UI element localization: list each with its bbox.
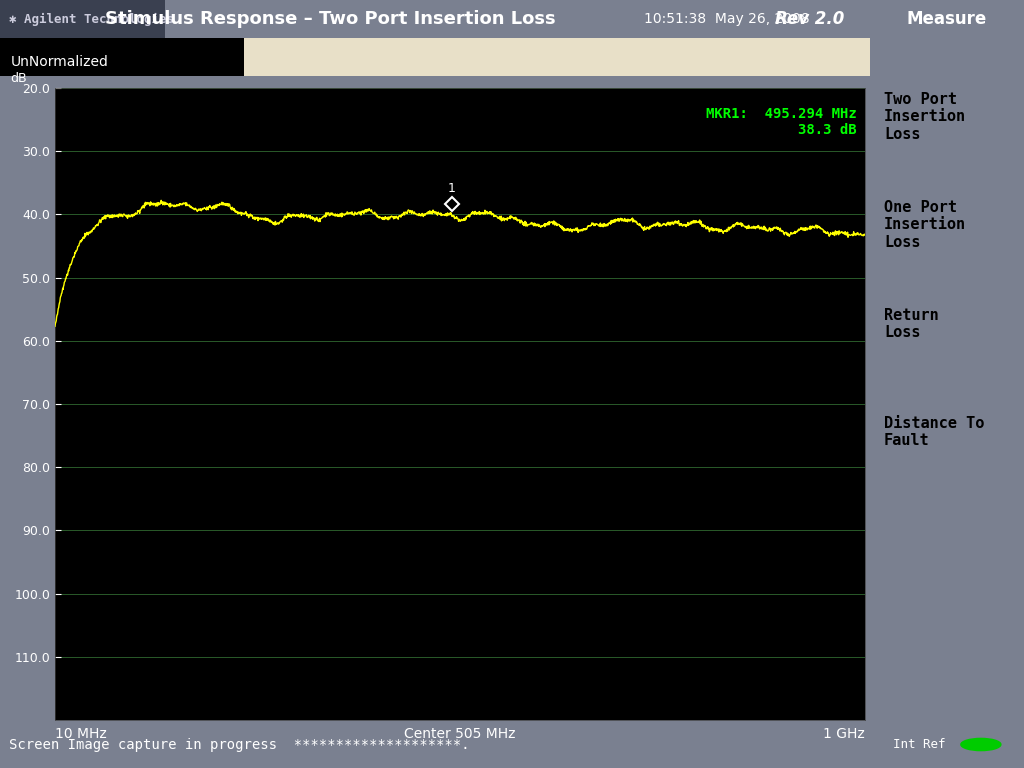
- Circle shape: [961, 738, 1000, 750]
- Text: Stimulus Response – Two Port Insertion Loss: Stimulus Response – Two Port Insertion L…: [105, 10, 556, 28]
- Bar: [0, 38, 244, 76]
- Bar: [244, 38, 870, 76]
- Text: 1 GHz: 1 GHz: [823, 727, 865, 741]
- Text: Return
Loss: Return Loss: [884, 308, 939, 340]
- Text: ✱ Agilent Technologies: ✱ Agilent Technologies: [8, 12, 174, 25]
- Bar: [0, 0, 165, 38]
- Text: Two Port
Insertion
Loss: Two Port Insertion Loss: [884, 92, 966, 142]
- Text: Distance To
Fault: Distance To Fault: [884, 416, 984, 449]
- Text: Int Ref: Int Ref: [893, 738, 945, 751]
- Text: 1: 1: [449, 181, 456, 194]
- Text: MKR1:  495.294 MHz
38.3 dB: MKR1: 495.294 MHz 38.3 dB: [707, 107, 857, 137]
- Text: 10 MHz: 10 MHz: [55, 727, 106, 741]
- Text: 10:51:38  May 26, 2008: 10:51:38 May 26, 2008: [644, 12, 809, 26]
- Text: Measure: Measure: [907, 10, 987, 28]
- Text: Rev 2.0: Rev 2.0: [774, 10, 844, 28]
- Text: One Port
Insertion
Loss: One Port Insertion Loss: [884, 200, 966, 250]
- Text: dB: dB: [10, 72, 27, 84]
- Text: UnNormalized: UnNormalized: [10, 55, 109, 69]
- Text: Screen Image capture in progress  ********************.: Screen Image capture in progress *******…: [8, 737, 469, 752]
- Text: Center 505 MHz: Center 505 MHz: [404, 727, 516, 741]
